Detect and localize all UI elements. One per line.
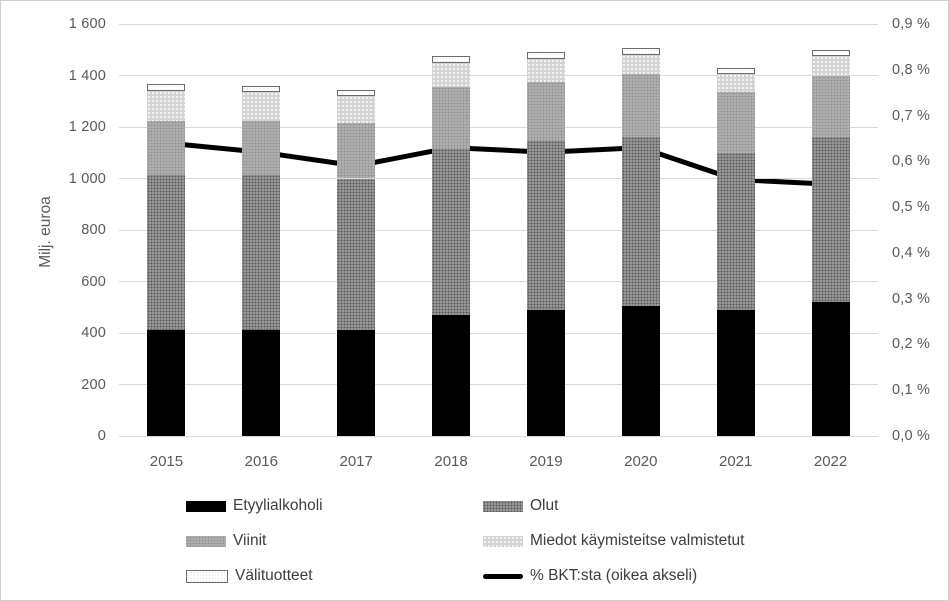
right-axis-tick-label: 0,2 % — [892, 336, 931, 353]
right-axis-tick-label: 0,1 % — [892, 382, 931, 399]
bar-segment-viinit — [526, 81, 565, 142]
bar-segment-olut — [811, 137, 850, 303]
gridline — [119, 384, 878, 385]
bar-segment-miedot — [811, 56, 850, 76]
bar-segment-viinit — [147, 120, 186, 175]
bar-segment-viinit — [337, 123, 376, 179]
bar-segment-olut — [147, 174, 186, 331]
gridline — [119, 23, 878, 25]
bar-segment-etyyli — [242, 330, 281, 436]
x-axis-tick-label: 2018 — [434, 453, 468, 470]
bar-segment-etyyli — [526, 309, 565, 436]
left-axis-tick-label: 1 600 — [68, 16, 106, 32]
legend-swatch — [186, 500, 226, 512]
right-axis-tick-label: 0,4 % — [892, 244, 931, 261]
right-axis-tick-label: 0,5 % — [892, 199, 931, 216]
gridline — [119, 229, 878, 231]
legend-label: Olut — [530, 497, 559, 514]
legend-swatch — [186, 569, 228, 583]
left-axis-tick-label: 600 — [81, 273, 106, 290]
right-axis-tick-label: 0,3 % — [892, 290, 931, 307]
gridline — [119, 435, 878, 437]
x-axis-tick-label: 2017 — [339, 453, 373, 470]
bar-segment-miedot — [432, 62, 471, 88]
bar-segment-miedot — [716, 74, 755, 93]
gridline — [119, 178, 878, 179]
x-axis-tick-label: 2015 — [149, 453, 184, 470]
bar-segment-etyyli — [432, 314, 471, 436]
gridline — [119, 332, 878, 334]
right-axis-tick-label: 0,8 % — [892, 61, 931, 78]
x-axis-tick-label: 2021 — [719, 453, 753, 470]
gridline — [119, 75, 878, 76]
legend-swatch — [483, 500, 523, 512]
bar-segment-olut — [337, 178, 376, 331]
legend-label: Miedot käymisteitse valmistetut — [530, 532, 745, 549]
gridline — [119, 126, 878, 128]
legend-line-swatch — [483, 573, 523, 579]
left-axis-tick-label: 200 — [81, 376, 106, 393]
bar-segment-miedot — [242, 92, 281, 121]
bar-segment-etyyli — [147, 330, 186, 436]
left-axis-tick-label: 0 — [97, 428, 106, 444]
bar-segment-olut — [716, 152, 755, 310]
x-axis-tick-label: 2016 — [244, 453, 278, 470]
legend-label: Etyylialkoholi — [233, 497, 323, 514]
bar-segment-vali — [811, 49, 850, 57]
bar-segment-etyyli — [811, 302, 850, 436]
bar-segment-viinit — [811, 75, 850, 138]
bar-segment-vali — [621, 48, 660, 55]
right-axis-tick-label: 0,9 % — [892, 16, 931, 32]
bar-segment-vali — [716, 67, 755, 75]
x-axis-tick-label: 2020 — [624, 453, 658, 470]
bar-segment-viinit — [716, 92, 755, 153]
legend-label: % BKT:sta (oikea akseli) — [530, 567, 698, 584]
legend-item: Etyylialkoholi — [186, 497, 323, 514]
bar-segment-etyyli — [716, 309, 755, 436]
bar-segment-olut — [621, 137, 660, 306]
left-axis-tick-label: 1 000 — [68, 170, 106, 187]
bar-segment-vali — [526, 52, 565, 59]
bar-segment-miedot — [337, 96, 376, 124]
bar-segment-olut — [526, 141, 565, 310]
left-axis-tick-label: 800 — [81, 222, 106, 238]
x-axis-tick-label: 2022 — [813, 453, 848, 470]
legend-item: % BKT:sta (oikea akseli) — [483, 567, 698, 584]
right-axis-tick-label: 0,0 % — [892, 428, 931, 444]
bar-segment-olut — [242, 174, 281, 331]
bar-segment-miedot — [526, 58, 565, 82]
legend-swatch — [483, 535, 523, 547]
right-axis-tick-label: 0,6 % — [892, 153, 931, 170]
left-axis-tick-label: 1 200 — [68, 119, 106, 135]
bar-segment-viinit — [432, 87, 471, 149]
bar-segment-miedot — [621, 54, 660, 75]
bar-segment-olut — [432, 148, 471, 315]
bar-segment-vali — [242, 85, 281, 93]
bar-segment-etyyli — [337, 330, 376, 436]
right-axis-tick-label: 0,7 % — [892, 107, 931, 124]
bar-segment-viinit — [621, 74, 660, 138]
left-axis-tick-label: 1 400 — [68, 67, 106, 84]
bar-segment-viinit — [242, 120, 281, 175]
left-axis-tick-label: 400 — [81, 325, 106, 341]
legend-item: Olut — [483, 497, 559, 514]
legend-item: Välituotteet — [186, 567, 313, 584]
legend-swatch — [186, 535, 226, 547]
bar-segment-vali — [147, 84, 186, 91]
legend-label: Viinit — [233, 532, 267, 549]
gridline — [119, 281, 878, 282]
legend-item: Viinit — [186, 532, 267, 549]
legend-label: Välituotteet — [235, 567, 313, 584]
bar-segment-etyyli — [621, 305, 660, 436]
bar-segment-miedot — [147, 90, 186, 121]
bar-segment-vali — [337, 89, 376, 97]
x-axis-tick-label: 2019 — [529, 453, 563, 470]
bar-segment-vali — [432, 56, 471, 63]
legend-item: Miedot käymisteitse valmistetut — [483, 532, 745, 549]
